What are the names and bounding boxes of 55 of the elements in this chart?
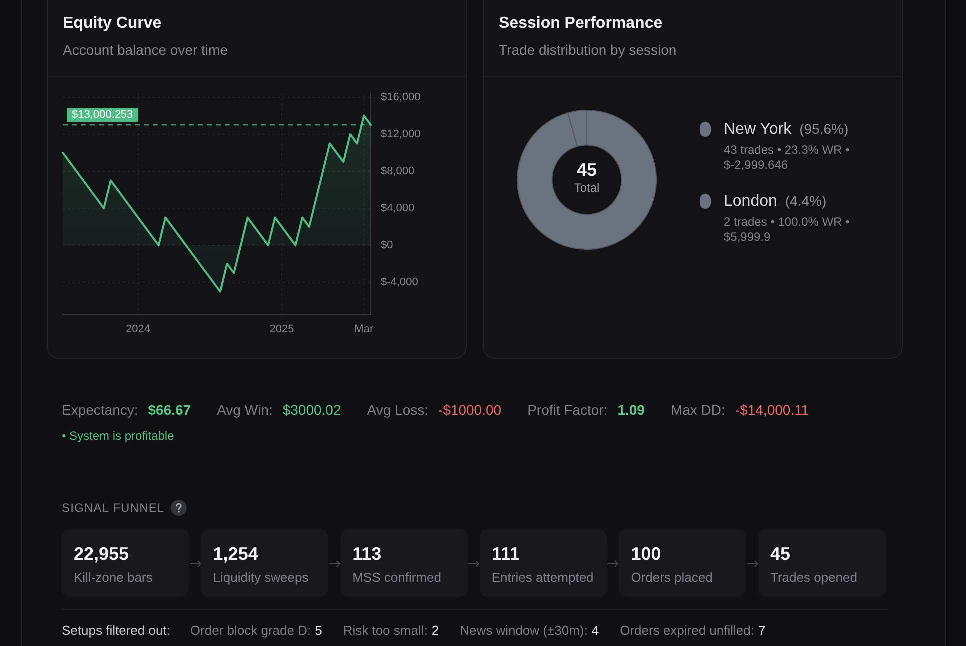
text: Avg Win: [217,402,273,418]
text: -$1000.00 [438,402,502,418]
text: Total [573,180,601,196]
data-label: (4.4%) [785,193,827,209]
text: Trades opened [770,569,858,587]
text: 2 [432,623,440,638]
y-tick-label: $8,000 [381,165,415,178]
chart-subtitle: Account balance over time [63,42,228,58]
y-tick-label: $0 [381,240,394,252]
text: Orders placed [631,569,713,587]
legend-label: New York [724,121,792,138]
text: 22,955 [74,543,130,565]
text: 1,254 [213,543,258,565]
text: • System is profitable [62,428,176,444]
text: MSS confirmed [352,569,442,587]
text: Risk too small: [343,623,428,638]
text: Profit Factor: [528,402,608,418]
data-label: (95.6%) [800,121,849,137]
text: Entries attempted [492,569,594,587]
text: 100 [631,543,662,565]
text: -$14,000.11 [735,402,810,418]
text: 45 [770,543,791,565]
x-tick-label: Mar [354,324,374,336]
text: Max DD: [670,402,726,418]
text: $66.67 [148,402,192,418]
text: 1.09 [618,402,645,418]
legend-label: London [724,193,778,210]
y-tick-label: $4,000 [381,202,415,214]
y-tick-label: $-4,000 [381,276,418,289]
text: 4 [592,623,600,638]
text: 5 [315,623,322,638]
text: 111 [492,543,520,565]
y-tick-label: $12,000 [381,128,421,140]
text: SIGNAL FUNNEL [62,500,165,514]
text: 43 trades • 23.3% WR • $-2,999.646 [724,143,851,173]
text: 113 [352,543,382,565]
text: $3000.02 [282,402,342,418]
text: Orders expired unfilled: [620,623,754,638]
text: 45 [576,160,598,180]
y-tick-label: $16,000 [381,91,421,104]
text: Kill-zone bars [74,569,153,587]
text: Avg Loss: [367,402,428,418]
text: 7 [758,623,766,638]
x-tick-label: 2024 [126,324,151,336]
chart-subtitle: Trade distribution by session [499,42,677,58]
ref-line-label: $13,000.253 [72,109,134,122]
text: 2 trades • 100.0% WR • $5,999.9 [724,215,851,245]
chart-title: Session Performance [499,14,663,34]
x-tick-label: 2025 [270,324,294,336]
text: Setups filtered out: [62,623,170,638]
text: Liquidity sweeps [213,569,309,587]
text: Order block grade D: [190,623,312,638]
text: News window (±30m): [460,623,588,638]
text: Expectancy: [62,402,138,418]
chart-title: Equity Curve [63,14,162,34]
